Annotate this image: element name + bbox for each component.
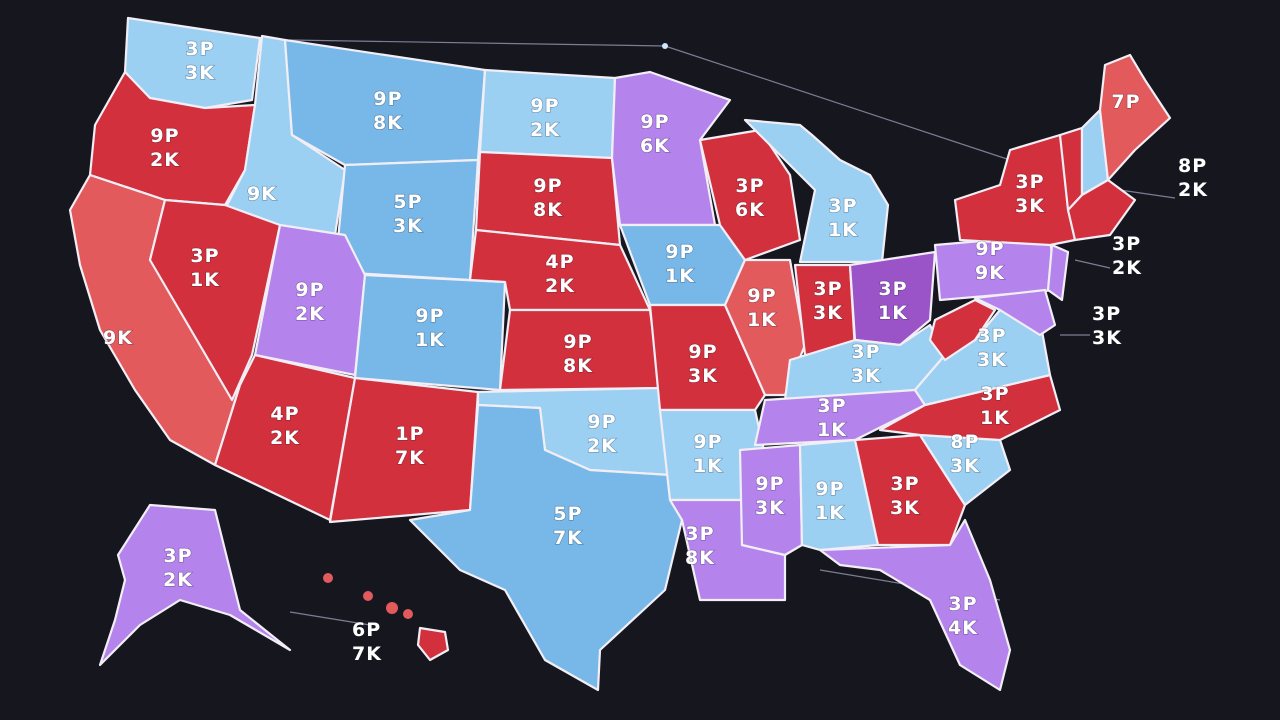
label-ky: 3P 3K: [851, 341, 881, 387]
state-new-jersey: [1046, 243, 1070, 302]
label-ok: 9P 2K: [587, 411, 617, 457]
label-tx: 5P 7K: [553, 503, 583, 549]
state-nevada: [148, 198, 282, 402]
state-alabama: [798, 438, 880, 552]
label-il: 9P 1K: [747, 285, 777, 331]
label-wi: 3P 6K: [735, 175, 765, 221]
state-hawaii: [416, 626, 450, 662]
state-michigan: [743, 118, 890, 264]
label-co: 9P 1K: [415, 305, 445, 351]
label-nc: 3P 1K: [980, 383, 1010, 429]
state-labels: 3P 3K 9P 2K 9K 9K 3P 1K 9P 8K 5P 3K 9P 2K 9P 1K…: [102, 37, 1140, 639]
label-nd: 9P 2K: [530, 95, 560, 141]
label-mi: 3P 1K: [828, 195, 858, 241]
label-ks: 9P 8K: [563, 331, 593, 377]
label-az: 4P 2K: [270, 403, 300, 449]
callout-new-england: 8P 2K: [1178, 155, 1208, 201]
label-ia: 9P 1K: [665, 241, 695, 287]
label-oh: 3P 1K: [878, 278, 908, 324]
label-al: 9P 1K: [815, 478, 845, 524]
label-va: 3P 3K: [977, 325, 1007, 371]
label-ca: 9K: [103, 327, 133, 349]
callout-maryland: 3P 3K: [1092, 303, 1122, 349]
state-alaska: [98, 503, 292, 667]
label-ak: 3P 2K: [163, 545, 193, 591]
state-west-virginia: [928, 298, 997, 362]
label-tn: 3P 1K: [817, 395, 847, 441]
callout-new-jersey: 3P 2K: [1112, 233, 1142, 279]
label-id: 9K: [247, 183, 277, 205]
label-in: 3P 3K: [813, 278, 843, 324]
state-minnesota: [610, 70, 732, 227]
label-mn: 9P 6K: [640, 111, 670, 157]
state-florida: [818, 518, 1012, 692]
state-tennessee: [753, 388, 927, 447]
label-sd: 9P 8K: [533, 175, 563, 221]
label-nv: 3P 1K: [190, 245, 220, 291]
state-arizona: [213, 353, 357, 522]
label-sc: 8P 3K: [950, 431, 980, 477]
label-ny: 3P 3K: [1015, 171, 1045, 217]
label-ne: 4P 2K: [545, 251, 575, 297]
label-wy: 5P 3K: [393, 191, 423, 237]
state-maryland: [973, 288, 1057, 337]
callout-hawaii: 6P 7K: [352, 619, 382, 665]
label-ms: 9P 3K: [755, 473, 785, 519]
label-wa: 3P 3K: [185, 38, 215, 84]
label-ar: 9P 1K: [693, 431, 723, 477]
state-hawaii-islands: [323, 573, 450, 662]
label-mt: 9P 8K: [373, 88, 403, 134]
label-mo: 9P 3K: [688, 341, 718, 387]
state-texas: [408, 403, 684, 692]
label-pa: 9P 9K: [975, 238, 1005, 284]
state-massachusetts: [1066, 178, 1137, 242]
state-mississippi: [738, 443, 804, 557]
label-fl: 3P 4K: [948, 593, 978, 639]
label-me: 7P: [1111, 91, 1140, 113]
state-maine: [1098, 53, 1172, 182]
label-ga: 3P 3K: [890, 473, 920, 519]
state-ohio: [848, 250, 937, 347]
label-or: 9P 2K: [150, 125, 180, 171]
label-ut: 9P 2K: [295, 279, 325, 325]
label-la: 3P 8K: [685, 523, 715, 569]
callout-labels: 8P 2K 3P 2K 3P 3K 6P 7K: [352, 155, 1208, 665]
label-nm: 1P 7K: [395, 423, 425, 469]
